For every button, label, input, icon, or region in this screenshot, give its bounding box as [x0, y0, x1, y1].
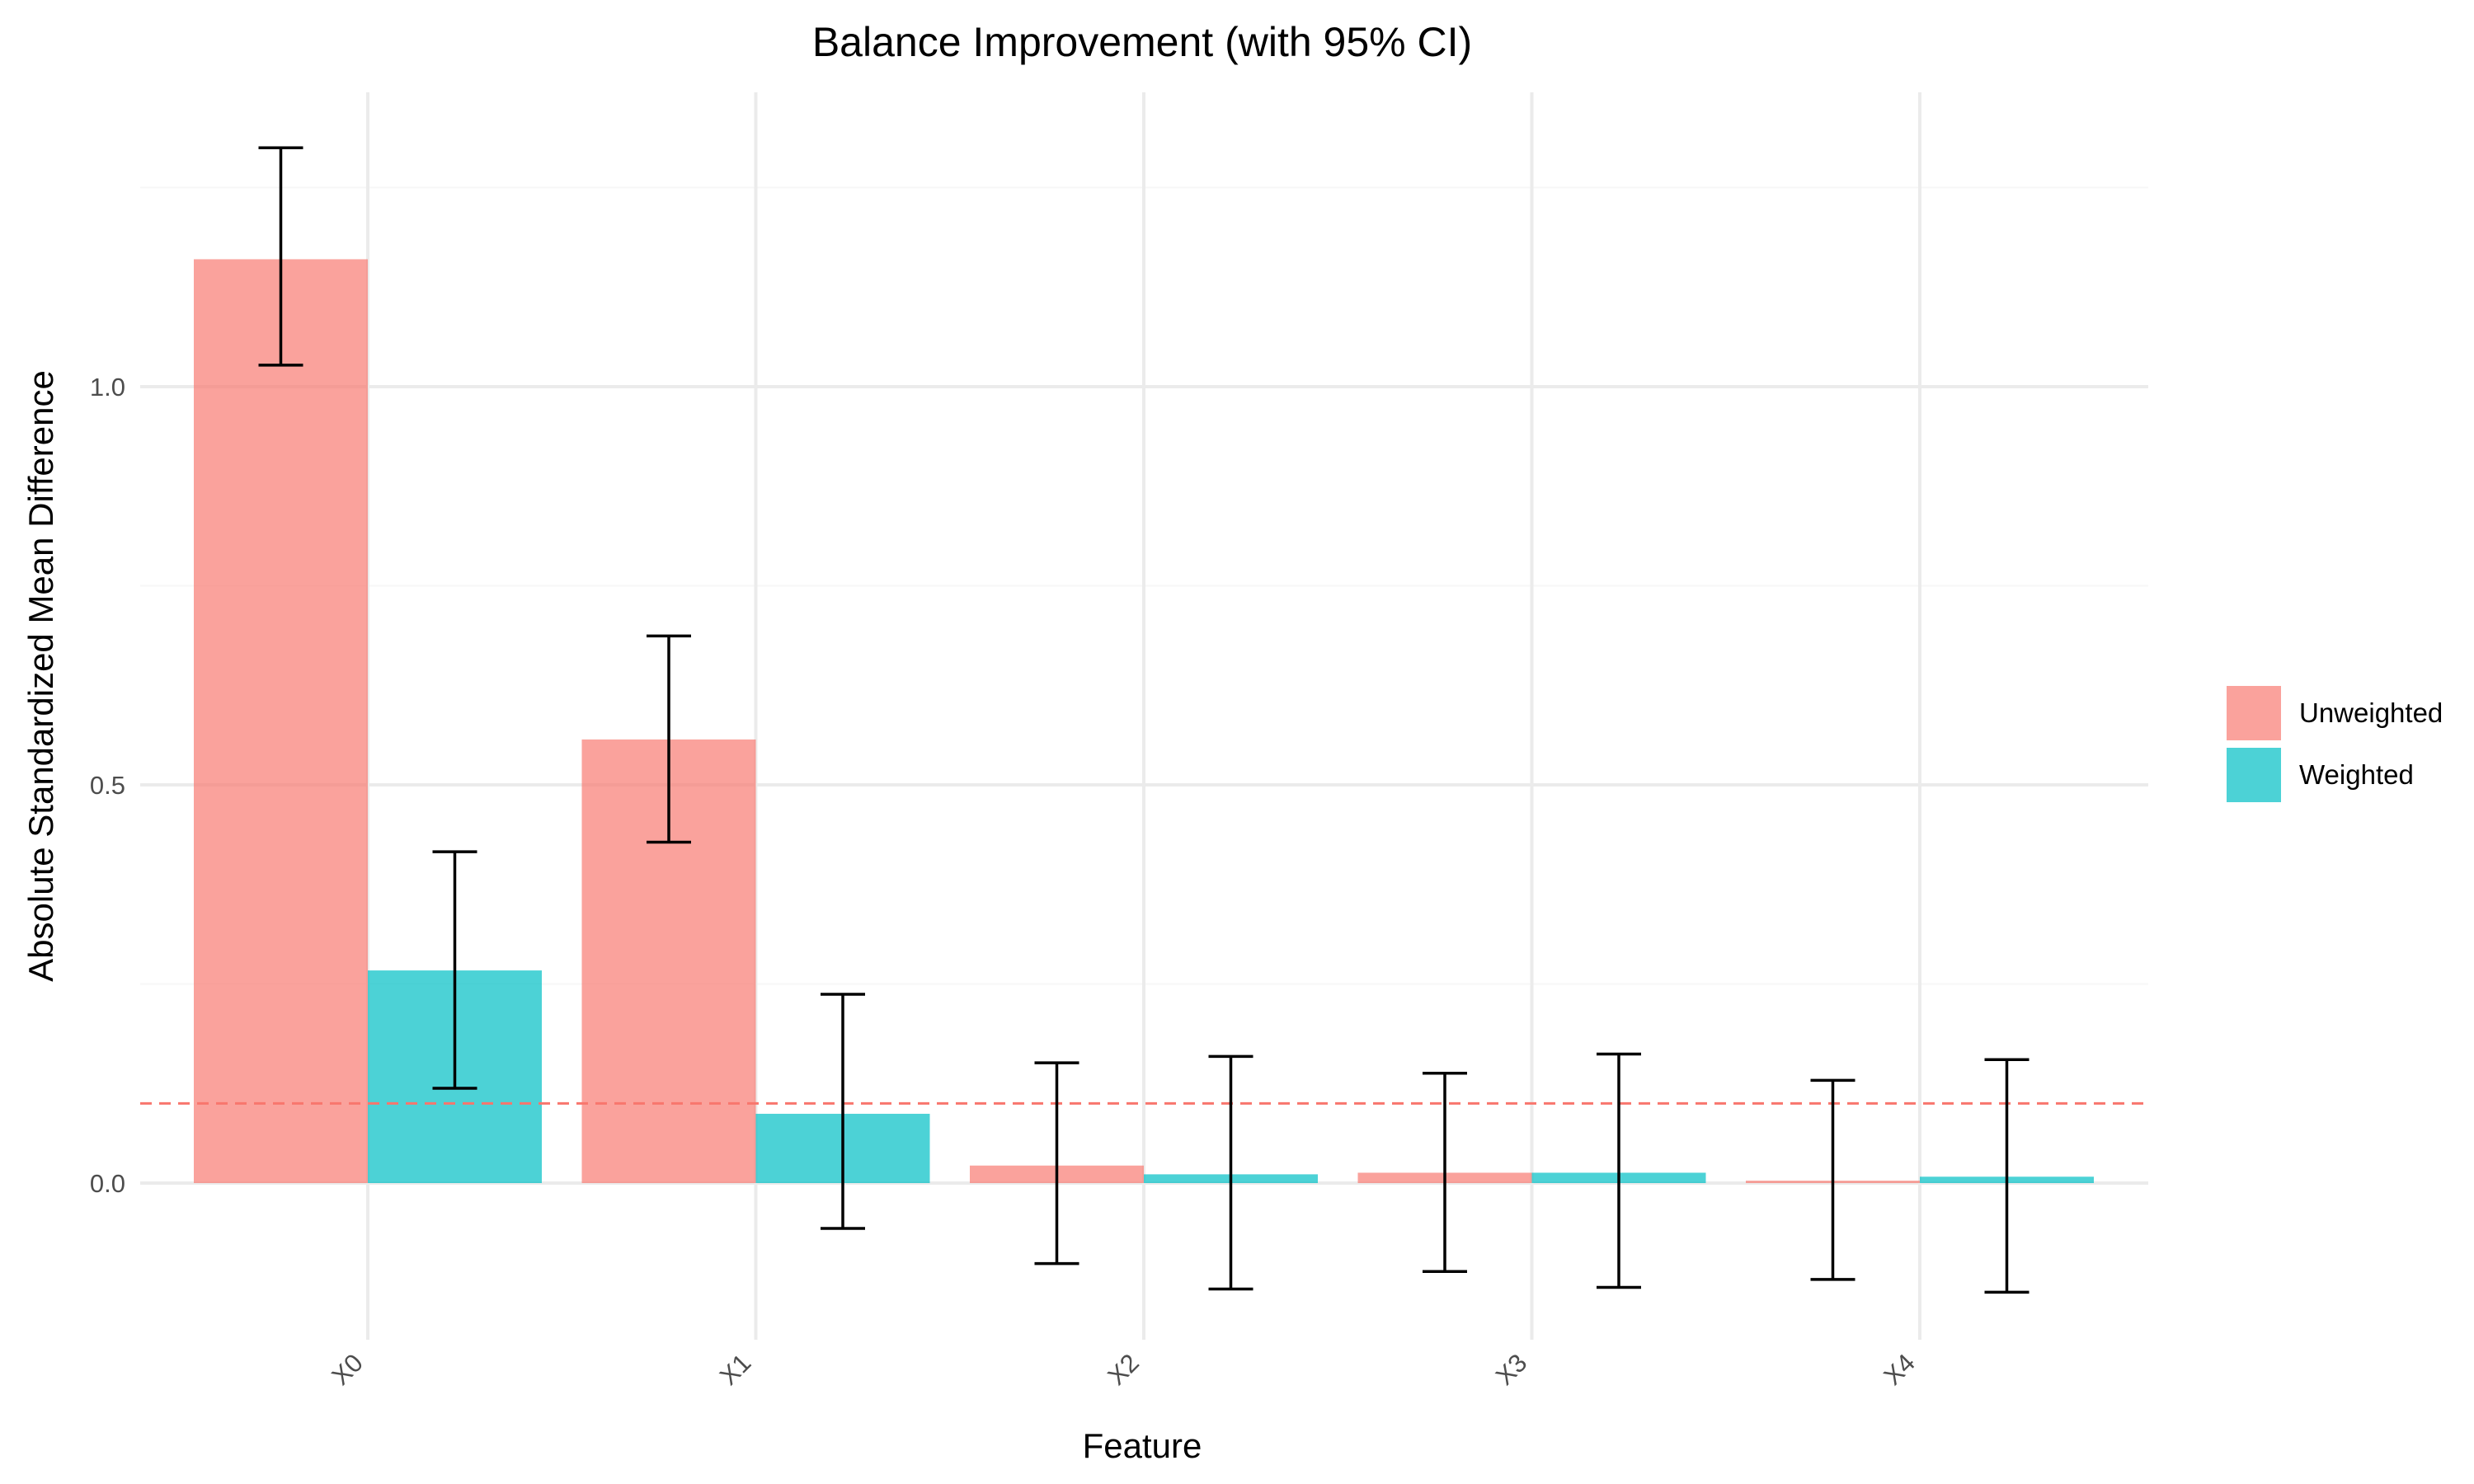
legend-label-weighted: Weighted	[2299, 759, 2414, 790]
legend-label-unweighted: Unweighted	[2299, 697, 2443, 728]
error-bars	[258, 146, 2030, 1294]
errorbar-weighted-x2	[1208, 1054, 1253, 1291]
legend-swatch-unweighted	[2227, 686, 2281, 740]
x-tick-label: X2	[1102, 1348, 1145, 1391]
x-tick-label: X3	[1490, 1348, 1533, 1391]
errorbar-weighted-x1	[821, 993, 865, 1230]
errorbar-unweighted-x4	[1810, 1078, 1856, 1281]
bar-unweighted-x0	[194, 259, 368, 1184]
y-tick-label: 0.5	[90, 771, 125, 800]
legend-swatch-weighted	[2227, 748, 2281, 802]
x-tick-label: X0	[326, 1348, 369, 1391]
y-axis-ticks: 0.0 0.5 1.0	[90, 373, 125, 1198]
x-tick-label: X1	[714, 1348, 757, 1391]
y-tick-label: 1.0	[90, 373, 125, 402]
errorbar-unweighted-x3	[1423, 1071, 1467, 1273]
errorbar-unweighted-x1	[647, 634, 691, 844]
legend: Unweighted Weighted	[2227, 686, 2443, 802]
chart-title: Balance Improvement (with 95% CI)	[812, 19, 1472, 65]
x-axis-ticks: X0 X1 X2 X3 X4	[326, 1348, 1921, 1391]
errorbar-weighted-x0	[432, 850, 477, 1090]
y-tick-label: 0.0	[90, 1169, 125, 1198]
errorbar-weighted-x3	[1597, 1052, 1641, 1289]
x-axis-title: Feature	[1083, 1426, 1202, 1465]
x-tick-label: X4	[1878, 1348, 1921, 1391]
errorbar-weighted-x4	[1984, 1058, 2030, 1294]
errorbar-unweighted-x0	[258, 146, 303, 367]
y-axis-title: Absolute Standardized Mean Difference	[21, 370, 60, 982]
errorbar-unweighted-x2	[1034, 1061, 1079, 1266]
